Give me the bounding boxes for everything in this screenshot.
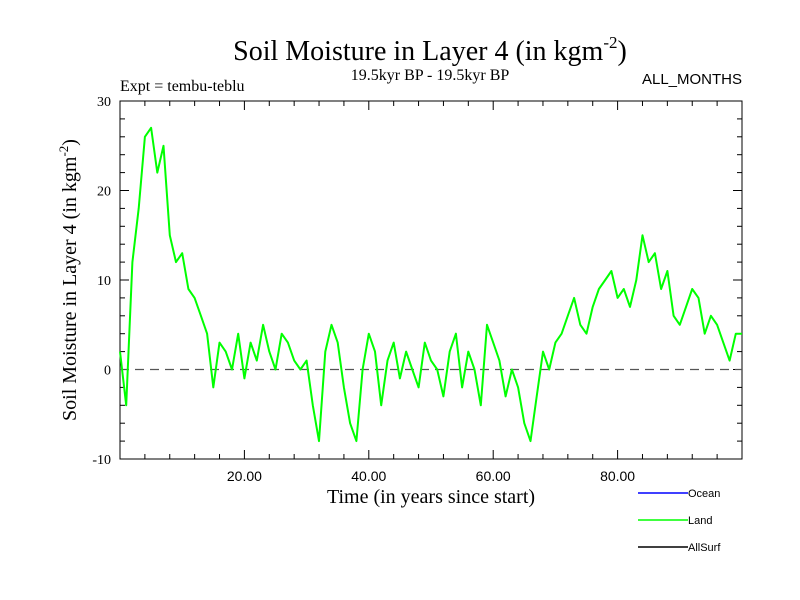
- plot-frame: [119, 100, 743, 460]
- x-tick-label: 20.00: [227, 468, 262, 484]
- plot-area: -10 0 10 20 30 20.00 40.00 60.00 80.00: [92, 95, 743, 484]
- period-label: 19.5kyr BP - 19.5kyr BP: [351, 67, 510, 84]
- legend-label-land: Land: [688, 515, 712, 527]
- y-tick-label: -10: [92, 453, 111, 468]
- chart-title-main: Soil Moisture in Layer 4 (in kgm: [233, 36, 603, 67]
- x-tick-label: 80.00: [600, 468, 635, 484]
- y-tick-label: 30: [97, 95, 111, 110]
- series-line-land: [119, 126, 742, 443]
- chart-title: Soil Moisture in Layer 4 (in kgm-2): [233, 33, 627, 67]
- y-tick-label: 0: [104, 364, 111, 379]
- y-axis-label-sup: -2: [56, 146, 71, 157]
- chart-title-sup: -2: [603, 33, 617, 52]
- y-axis-label-close: ): [59, 139, 81, 146]
- y-axis-label: Soil Moisture in Layer 4 (in kgm-2): [56, 139, 81, 421]
- axis-tick-labels: -10 0 10 20 30 20.00 40.00 60.00 80.00: [92, 95, 635, 484]
- legend: Ocean Land AllSurf: [638, 488, 721, 554]
- y-axis-label-main: Soil Moisture in Layer 4 (in kgm: [59, 156, 81, 421]
- y-tick-label: 20: [97, 185, 111, 200]
- x-tick-label: 40.00: [351, 468, 386, 484]
- legend-label-allsurf: AllSurf: [688, 542, 721, 554]
- expt-label: Expt = tembu-teblu: [120, 78, 245, 95]
- y-tick-label: 10: [97, 274, 111, 289]
- axis-ticks: [120, 100, 742, 460]
- x-axis-label: Time (in years since start): [327, 486, 535, 508]
- months-label: ALL_MONTHS: [642, 71, 742, 88]
- legend-label-ocean: Ocean: [688, 488, 720, 500]
- x-tick-label: 60.00: [476, 468, 511, 484]
- chart-title-close: ): [618, 36, 627, 67]
- series-layer: [119, 126, 742, 443]
